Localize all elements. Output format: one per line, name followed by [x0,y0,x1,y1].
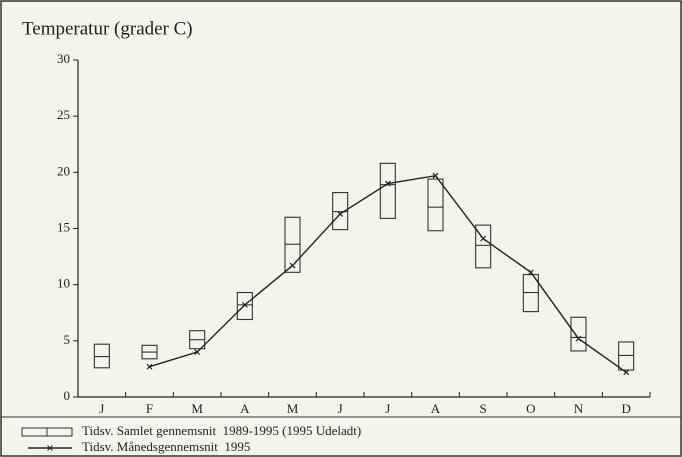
point [337,210,344,217]
point [289,262,296,269]
legend-label: Tidsv. Samlet gennemsnit 1989-1995 (1995… [82,423,361,438]
y-tick-label: 25 [57,107,70,122]
box [475,224,492,269]
x-tick-label: O [526,401,535,416]
chart-title: Temperatur (grader C) [22,18,193,39]
point [241,301,248,308]
y-tick-label: 30 [57,51,70,66]
y-tick-label: 5 [64,332,71,347]
box [379,162,396,219]
box [570,316,587,352]
point [194,349,201,355]
box [93,343,110,369]
point [527,269,534,276]
box [332,192,349,231]
x-tick-label: J [385,401,390,416]
point [623,369,630,376]
legend-label: Tidsv. Månedsgennemsnit 1995 [82,439,250,454]
y-tick-label: 20 [57,163,70,178]
point [384,180,391,187]
box [284,216,301,273]
x-tick-label: M [287,401,299,416]
y-tick-label: 0 [64,388,71,403]
y-tick-label: 10 [57,276,70,291]
box [236,291,253,321]
y-tick-label: 15 [57,219,70,234]
point [432,172,439,179]
x-tick-label: J [338,401,343,416]
x-tick-label: F [146,401,153,416]
x-tick-label: N [574,401,584,416]
x-tick-label: D [621,401,630,416]
box [522,274,539,313]
x-tick-label: J [99,401,104,416]
box [427,178,444,232]
point [146,363,153,370]
point [480,235,487,242]
legend-swatch [47,445,53,451]
x-tick-label: M [191,401,203,416]
x-tick-label: A [431,401,441,416]
x-tick-label: A [240,401,250,416]
box [618,341,635,371]
point [575,335,582,342]
x-tick-label: S [480,401,487,416]
